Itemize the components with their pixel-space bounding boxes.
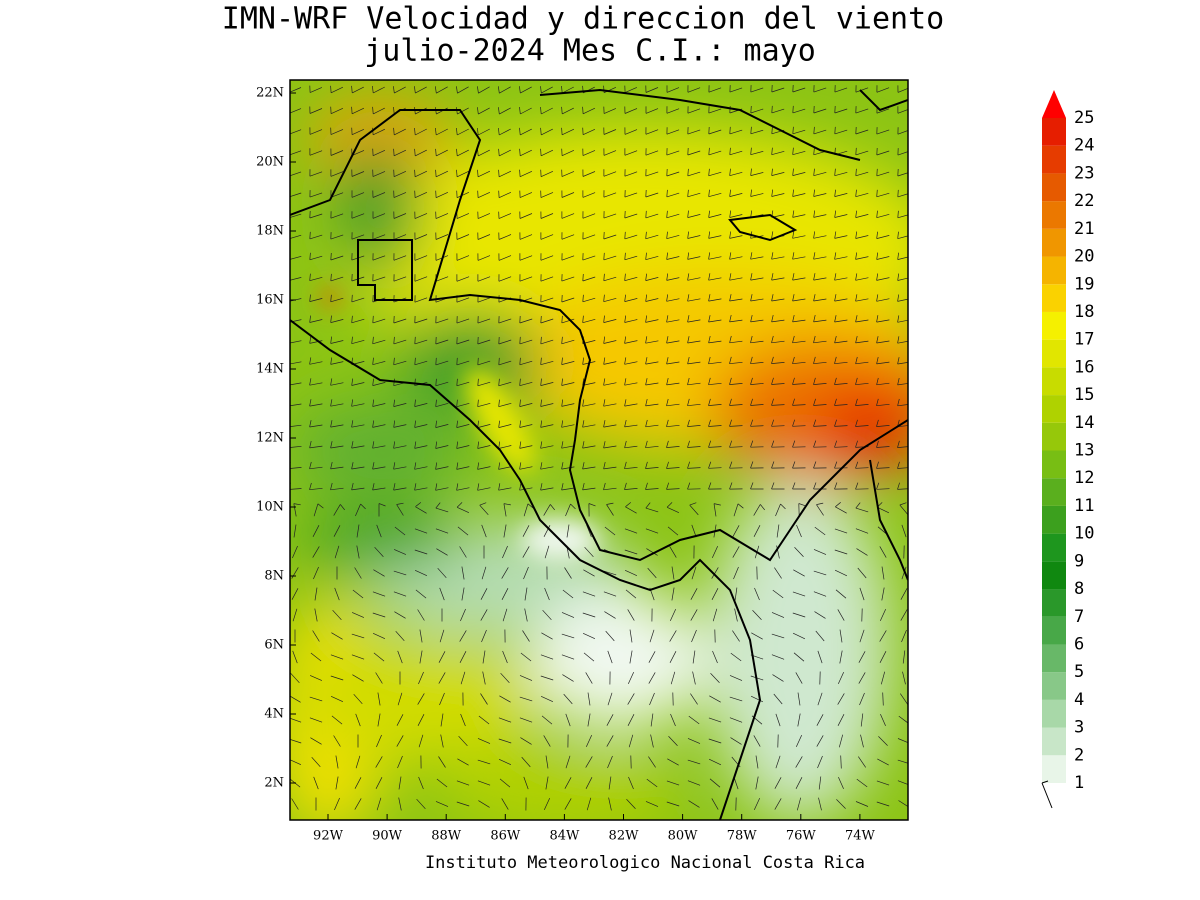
coastlines [290,88,908,820]
colorbar-label: 23 [1074,163,1094,183]
colorbar-label: 18 [1074,302,1094,322]
lat-label: 14N [256,362,284,377]
colorbar-label: 15 [1074,385,1094,405]
colorbar-segment [1042,450,1066,479]
colorbar-segment [1042,589,1066,617]
lon-label: 86W [490,829,521,844]
colorbar-label: 21 [1074,219,1094,239]
colorbar-segment [1042,284,1066,312]
colorbar-over [1042,90,1066,118]
colorbar-under-barb [1041,780,1053,809]
colorbar-label: 10 [1074,524,1094,544]
lat-label: 6N [264,638,284,653]
colorbar-label: 9 [1074,551,1084,571]
lon-label: 88W [431,829,462,844]
colorbar-label: 16 [1074,357,1094,377]
colorbar-label: 5 [1074,662,1084,682]
map-frame [289,79,909,821]
colorbar-segment [1042,173,1066,202]
colorbar-segment [1042,145,1066,174]
colorbar-segment [1042,699,1066,728]
colorbar-segment [1042,311,1066,340]
lat-label: 20N [256,155,284,170]
colorbar-segment [1042,561,1066,590]
credit: Instituto Meteorologico Nacional Costa R… [425,853,865,873]
lat-label: 16N [256,293,284,308]
lat-label: 2N [264,776,284,791]
lat-label: 10N [256,500,284,515]
colorbar-label: 19 [1074,274,1094,294]
lat-label: 8N [264,569,284,584]
colorbar-label: 12 [1074,468,1094,488]
colorbar: 1234567891011121314151617181920212223242… [1041,90,1094,809]
colorbar-label: 4 [1074,690,1084,710]
colorbar-segment [1042,422,1066,451]
lat-label: 22N [256,86,284,101]
lon-label: 78W [727,829,758,844]
colorbar-segment [1042,644,1066,673]
colorbar-segment [1042,533,1066,562]
colorbar-label: 11 [1074,496,1094,516]
colorbar-segment [1042,478,1066,506]
lon-label: 80W [668,829,699,844]
lon-label: 74W [845,829,876,844]
lat-label: 4N [264,707,284,722]
colorbar-segment [1042,755,1066,783]
colorbar-label: 17 [1074,330,1094,350]
colorbar-label: 25 [1074,108,1094,128]
wind-field [290,80,908,820]
colorbar-label: 13 [1074,441,1094,461]
colorbar-segment [1042,395,1066,423]
colorbar-segment [1042,118,1066,146]
colorbar-segment [1042,367,1066,396]
colorbar-segment [1042,505,1066,534]
wind-barbs [290,84,908,811]
colorbar-segment [1042,256,1066,285]
colorbar-label: 20 [1074,247,1094,267]
colorbar-label: 2 [1074,745,1084,765]
colorbar-segment [1042,228,1066,257]
lon-label: 76W [786,829,817,844]
colorbar-label: 14 [1074,413,1094,433]
title-line-1: IMN-WRF Velocidad y direccion del viento [222,2,944,37]
colorbar-segment [1042,339,1066,368]
colorbar-segment [1042,672,1066,700]
axes: 22N 20N 18N 16N 14N 12N 10N 8N 6N 4N 2N 92W 90W 88W 86… [256,86,875,844]
colorbar-label: 6 [1074,634,1084,654]
lon-label: 90W [372,829,403,844]
colorbar-label: 3 [1074,718,1084,738]
colorbar-label: 22 [1074,191,1094,211]
colorbar-label: 24 [1074,136,1094,156]
lon-label: 84W [549,829,580,844]
lon-label: 82W [609,829,640,844]
colorbar-segment [1042,727,1066,756]
lat-label: 18N [256,224,284,239]
colorbar-segment [1042,616,1066,645]
colorbar-label: 7 [1074,607,1084,627]
lon-label: 92W [313,829,344,844]
colorbar-segment [1042,201,1066,229]
lat-label: 12N [256,431,284,446]
colorbar-label: 8 [1074,579,1084,599]
title-line-2: julio-2024 Mes C.I.: mayo [364,34,816,69]
barb-lines [290,84,908,811]
colorbar-label: 1 [1074,773,1084,793]
